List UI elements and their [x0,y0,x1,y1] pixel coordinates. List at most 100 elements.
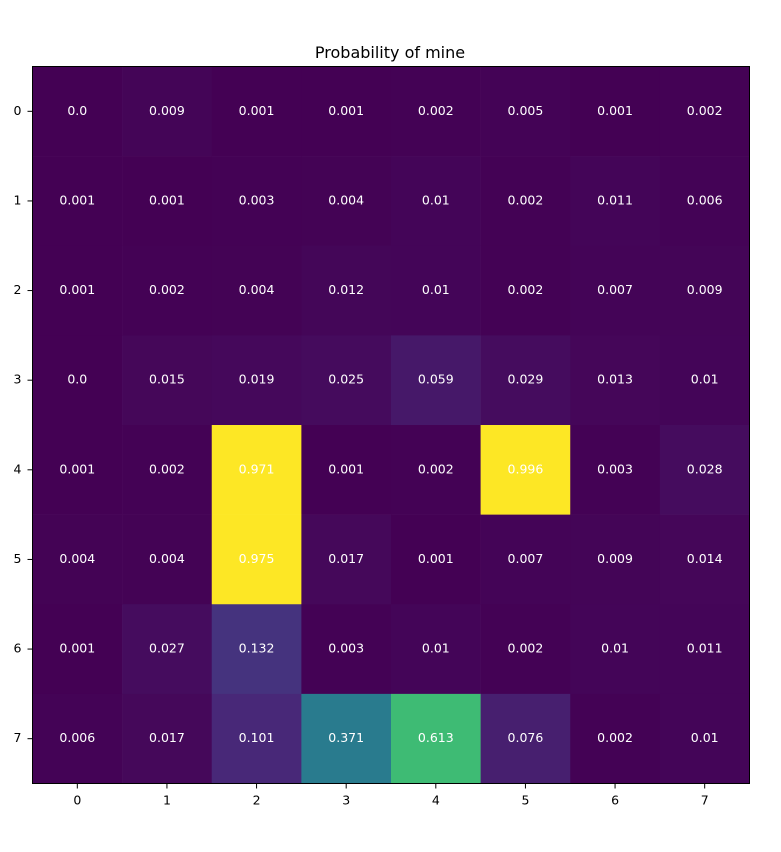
x-tick-label: 7 [701,793,709,808]
cell-value-label: 0.003 [328,641,364,656]
cell-value-label: 0.012 [328,282,364,297]
heatmap-cell [570,514,661,605]
cell-value-label: 0.007 [597,282,633,297]
heatmap-cell [480,514,571,605]
heatmap-cell [391,604,481,695]
heatmap-cell [32,693,123,784]
heatmap-cell [480,425,571,515]
heatmap-cell [211,335,302,426]
heatmap-cell [301,66,392,157]
heatmap-cell [391,693,481,784]
heatmap-cell [211,693,302,784]
cell-value-label: 0.003 [239,192,275,207]
heatmap-cell [480,245,571,336]
heatmap-cell [122,245,213,336]
cell-value-label: 0.014 [687,551,723,566]
heatmap-cell [391,335,481,426]
cell-value-label: 0.006 [59,730,95,745]
cell-value-label: 0.004 [59,551,95,566]
x-tick-label: 6 [611,793,619,808]
heatmap-cell [391,156,481,247]
heatmap-cell [301,693,392,784]
cell-value-label: 0.009 [149,103,185,118]
cell-value-label: 0.017 [328,551,364,566]
x-tick-label: 3 [342,793,350,808]
heatmap-cell [211,245,302,336]
heatmap-cell [659,514,750,605]
y-axis: 0 1 2 3 4 5 6 7 [14,103,33,745]
cell-value-label: 0.004 [239,282,275,297]
heatmap-cells [32,66,750,784]
chart-title: Probability of mine [315,43,465,62]
heatmap-cell [301,425,392,515]
cell-value-label: 0.002 [149,282,185,297]
heatmap-cell [480,604,571,695]
heatmap-cell [570,604,661,695]
cell-value-label: 0.002 [418,461,454,476]
heatmap-cell [391,425,481,515]
heatmap-cell [659,66,750,157]
cell-value-label: 0.029 [508,372,544,387]
heatmap-cell-labels: 0.0 0.009 0.001 0.001 0.002 0.005 0.001 0.002 0.… [59,103,722,745]
cell-value-label: 0.001 [418,551,454,566]
cell-value-label: 0.975 [239,551,275,566]
heatmap-cell [122,66,213,157]
heatmap-cell [211,425,302,515]
heatmap-cell [301,245,392,336]
cell-value-label: 0.027 [149,641,185,656]
heatmap-cell [301,156,392,247]
heatmap-cell [659,425,750,515]
heatmap-cell [391,66,481,157]
cell-value-label: 0.001 [328,103,364,118]
cell-value-label: 0.0 [67,372,87,387]
cell-value-label: 0.613 [418,730,454,745]
heatmap-cell [301,335,392,426]
cell-value-label: 0.001 [239,103,275,118]
cell-value-label: 0.011 [687,641,723,656]
cell-value-label: 0.002 [597,730,633,745]
cell-value-label: 0.001 [59,461,95,476]
cell-value-label: 0.01 [691,372,719,387]
y-tick-label: 7 [14,730,22,745]
cell-value-label: 0.002 [687,103,723,118]
cell-value-label: 0.002 [508,192,544,207]
heatmap-cell [211,156,302,247]
heatmap-cell [301,514,392,605]
cell-value-label: 0.025 [328,372,364,387]
cell-value-label: 0.01 [601,641,629,656]
cell-value-label: 0.101 [239,730,275,745]
heatmap-cell [32,514,123,605]
cell-value-label: 0.001 [149,192,185,207]
cell-value-label: 0.002 [149,461,185,476]
heatmap-cell [570,245,661,336]
heatmap-cell [659,156,750,247]
cell-value-label: 0.01 [422,641,450,656]
x-tick-label: 2 [253,793,261,808]
y-tick-label: 5 [14,551,22,566]
plot-frame [32,66,750,784]
cell-value-label: 0.059 [418,372,454,387]
heatmap-cell [480,156,571,247]
cell-value-label: 0.996 [508,461,544,476]
y-tick-label: 1 [14,192,22,207]
x-tick-label: 1 [163,793,171,808]
x-tick-label: 4 [432,793,440,808]
heatmap-cell [122,335,213,426]
cell-value-label: 0.002 [418,103,454,118]
cell-value-label: 0.001 [59,192,95,207]
heatmap-cell [122,156,213,247]
y-tick-label: 6 [14,641,22,656]
heatmap-cell [211,66,302,157]
cell-value-label: 0.009 [597,551,633,566]
cell-value-label: 0.371 [328,730,364,745]
heatmap-cell [659,693,750,784]
heatmap-cell [122,425,213,515]
y-tick-label: 4 [14,461,22,476]
heatmap-cell [570,66,661,157]
heatmap-cell [211,514,302,605]
cell-value-label: 0.01 [422,192,450,207]
x-axis: 0 1 2 3 4 5 6 7 [73,783,709,808]
heatmap-cell [122,604,213,695]
cell-value-label: 0.971 [239,461,275,476]
